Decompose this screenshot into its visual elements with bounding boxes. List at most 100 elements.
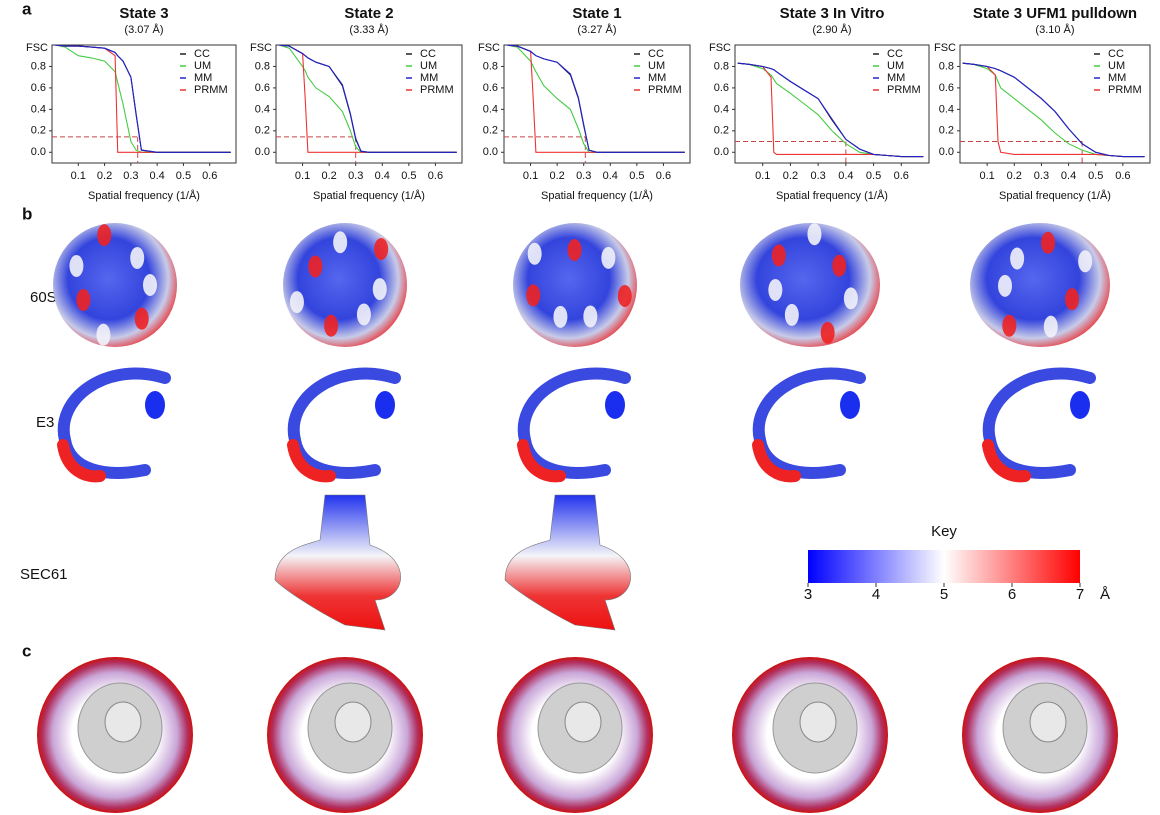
chart-title: State 2 xyxy=(344,5,393,22)
map-detail xyxy=(69,255,83,277)
y-tick-label: 0.2 xyxy=(483,125,498,137)
x-tick-label: 0.6 xyxy=(1115,170,1130,182)
row-label: 60S xyxy=(30,289,57,306)
y-tick-label: 0.0 xyxy=(714,146,729,158)
x-tick-label: 0.5 xyxy=(866,170,881,182)
y-tick-label: 0.2 xyxy=(714,125,729,137)
map-detail xyxy=(601,247,615,269)
density-map-e3-blob xyxy=(145,391,165,419)
x-tick-label: 0.2 xyxy=(321,170,336,182)
density-map-60s xyxy=(970,223,1110,347)
legend-label: UM xyxy=(1108,60,1125,72)
y-tick-label: 0.8 xyxy=(714,60,729,72)
x-tick-label: 0.1 xyxy=(755,170,770,182)
chart-title: State 1 xyxy=(572,5,621,22)
x-tick-label: 0.1 xyxy=(71,170,86,182)
map-detail xyxy=(807,223,821,245)
x-tick-label: 0.3 xyxy=(123,170,138,182)
y-tick-label: 0.4 xyxy=(714,103,729,115)
x-tick-label: 0.5 xyxy=(629,170,644,182)
x-tick-label: 0.4 xyxy=(603,170,618,182)
map-detail xyxy=(130,247,144,269)
y-tick-label: 0.4 xyxy=(255,103,270,115)
map-detail xyxy=(618,285,632,307)
key-tick-label: 7 xyxy=(1076,586,1084,603)
density-map-e3-blob xyxy=(375,391,395,419)
legend-label: MM xyxy=(887,72,905,84)
chart-title: State 3 UFM1 pulldown xyxy=(973,5,1137,22)
key-tick-label: 3 xyxy=(804,586,812,603)
legend-label: UM xyxy=(887,60,904,72)
panel-label: a xyxy=(22,0,32,18)
y-axis-label: FSC xyxy=(934,42,956,54)
map-detail xyxy=(96,324,110,346)
map-detail xyxy=(553,306,567,328)
y-axis-label: FSC xyxy=(709,42,731,54)
density-map-core-detail xyxy=(335,702,371,742)
density-map-60s xyxy=(53,223,177,347)
legend-label: PRMM xyxy=(420,84,454,96)
legend-label: MM xyxy=(1108,72,1126,84)
legend-label: CC xyxy=(1108,48,1124,60)
y-axis-label: FSC xyxy=(26,42,48,54)
map-detail xyxy=(373,278,387,300)
legend-label: CC xyxy=(194,48,210,60)
y-tick-label: 0.2 xyxy=(939,125,954,137)
map-detail xyxy=(1010,248,1024,270)
x-tick-label: 0.1 xyxy=(523,170,538,182)
legend-label: PRMM xyxy=(194,84,228,96)
y-tick-label: 0.4 xyxy=(31,103,46,115)
legend-label: MM xyxy=(648,72,666,84)
y-tick-label: 0.4 xyxy=(483,103,498,115)
x-tick-label: 0.2 xyxy=(549,170,564,182)
map-detail xyxy=(308,255,322,277)
chart-title: State 3 In Vitro xyxy=(780,5,885,22)
map-detail xyxy=(76,289,90,311)
y-tick-label: 0.8 xyxy=(483,60,498,72)
y-tick-label: 0.0 xyxy=(939,146,954,158)
y-tick-label: 0.0 xyxy=(255,146,270,158)
legend-label: PRMM xyxy=(887,84,921,96)
x-tick-label: 0.4 xyxy=(838,170,853,182)
row-label: SEC61 xyxy=(20,566,68,583)
map-detail xyxy=(768,279,782,301)
map-detail xyxy=(844,287,858,309)
y-tick-label: 0.4 xyxy=(939,103,954,115)
y-tick-label: 0.6 xyxy=(483,82,498,94)
y-tick-label: 0.2 xyxy=(31,125,46,137)
map-detail xyxy=(143,274,157,296)
chart-subtitle: (3.10 Å) xyxy=(1035,23,1074,36)
map-detail xyxy=(832,255,846,277)
key-tick-label: 6 xyxy=(1008,586,1016,603)
legend-label: MM xyxy=(420,72,438,84)
legend-label: UM xyxy=(420,60,437,72)
density-map-e3 xyxy=(294,374,395,473)
density-map-e3-blob xyxy=(840,391,860,419)
density-map-core-detail xyxy=(1030,702,1066,742)
legend-label: CC xyxy=(420,48,436,60)
map-detail xyxy=(374,238,388,260)
density-map-e3 xyxy=(524,374,625,473)
chart-subtitle: (3.07 Å) xyxy=(124,23,163,36)
legend-label: MM xyxy=(194,72,212,84)
map-detail xyxy=(583,305,597,327)
x-tick-label: 0.1 xyxy=(979,170,994,182)
y-tick-label: 0.8 xyxy=(255,60,270,72)
panel-label: c xyxy=(22,641,31,660)
x-tick-label: 0.3 xyxy=(348,170,363,182)
map-detail xyxy=(1078,250,1092,272)
density-map-sec61 xyxy=(505,495,631,630)
x-tick-label: 0.3 xyxy=(810,170,825,182)
figure: a b c 60S E3 SEC61 Key Å 34567State 3(3.… xyxy=(0,0,1160,815)
map-detail xyxy=(333,231,347,253)
density-map-e3 xyxy=(989,374,1090,473)
key-unit: Å xyxy=(1100,586,1110,603)
x-tick-label: 0.3 xyxy=(576,170,591,182)
key-tick-label: 5 xyxy=(940,586,948,603)
density-map-core-detail xyxy=(565,702,601,742)
map-detail xyxy=(998,275,1012,297)
map-detail xyxy=(568,239,582,261)
map-detail xyxy=(528,243,542,265)
y-tick-label: 0.6 xyxy=(939,82,954,94)
x-tick-label: 0.6 xyxy=(428,170,443,182)
